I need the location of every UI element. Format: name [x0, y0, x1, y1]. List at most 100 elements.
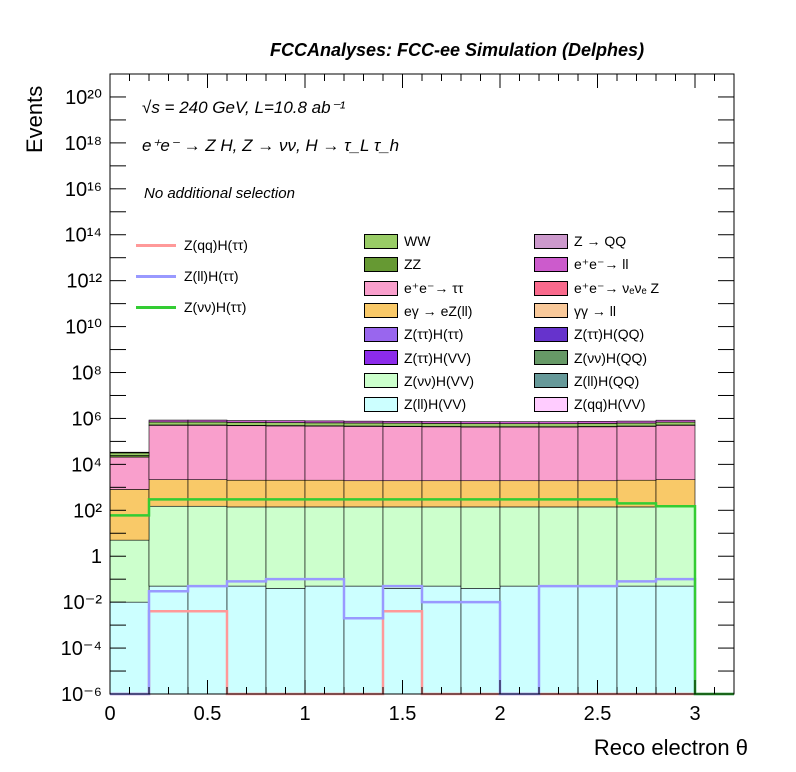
x-tick-label: 3 — [689, 703, 700, 725]
bar-Zll_HVV-13 — [616, 585, 657, 695]
y-tick-label: 10¹⁴ — [65, 225, 103, 247]
legend-label: e⁺e⁻→ ll — [574, 256, 629, 273]
bar-egamma_eZll-6 — [343, 480, 384, 508]
legend-swatch — [534, 280, 568, 296]
bar-Zll_HVV-1 — [148, 585, 189, 695]
legend-swatch — [364, 350, 398, 365]
bar-WW-10 — [499, 423, 540, 428]
legend-swatch — [534, 257, 568, 273]
bar-egamma_eZll-12 — [577, 480, 618, 508]
legend-label: Z → QQ — [574, 233, 627, 249]
legend-swatch — [364, 396, 398, 412]
bar-Znunu_HVV-13 — [616, 506, 657, 587]
legend-label: WW — [404, 233, 431, 249]
y-axis-label: Events — [22, 85, 47, 153]
bar-ee_ll-12 — [577, 421, 618, 424]
legend-label: Z(ττ)H(QQ) — [574, 326, 645, 343]
bar-ee_tautau-4 — [265, 425, 306, 481]
bar-WW-13 — [616, 422, 657, 427]
legend-swatch — [534, 303, 568, 319]
legend-entry-ZZ: ZZ — [364, 256, 421, 272]
bar-Znunu_HVV-10 — [499, 506, 540, 587]
legend-entry-gammagamma_ll: γγ → ll — [534, 303, 616, 319]
y-tick-label: 10¹² — [66, 271, 102, 293]
bar-WW-8 — [421, 423, 462, 427]
bar-ee_ll-9 — [460, 421, 501, 424]
legend-swatch — [364, 256, 398, 272]
bar-Znunu_HVV-7 — [382, 506, 423, 589]
bar-egamma_eZll-14 — [655, 479, 696, 507]
legend-swatch — [136, 243, 176, 247]
bar-ee_ll-4 — [265, 420, 306, 423]
legend-swatch — [364, 303, 398, 319]
legend-label: e⁺e⁻→ νₑνₑ Z — [574, 279, 660, 296]
bar-ee_tautau-5 — [304, 425, 345, 481]
histogram-bars — [109, 419, 696, 695]
bar-WW-1 — [148, 421, 189, 426]
bar-ee_tautau-12 — [577, 426, 618, 482]
legend-label: Z(νν)H(VV) — [404, 372, 474, 389]
bar-Zll_HVV-6 — [343, 585, 384, 695]
legend-label: eγ → eZ(ll) — [404, 302, 473, 319]
bar-ee_ll-7 — [382, 420, 423, 424]
bar-WW-0 — [109, 452, 150, 456]
x-tick-label: 0.5 — [194, 703, 222, 725]
bar-Znunu_HVV-5 — [304, 506, 345, 587]
y-tick-label: 10² — [73, 500, 102, 522]
bar-Zll_HVV-9 — [460, 588, 501, 695]
bar-Znunu_HVV-12 — [577, 506, 618, 587]
y-tick-label: 10⁴ — [71, 454, 102, 476]
bar-WW-14 — [655, 421, 696, 426]
bar-egamma_eZll-10 — [499, 480, 540, 508]
y-tick-label: 10¹⁸ — [65, 133, 102, 155]
bar-Zll_HVV-10 — [499, 585, 540, 695]
bar-ee_ll-11 — [538, 421, 579, 424]
bar-WW-12 — [577, 423, 618, 427]
legend-entry-ee_ll: e⁺e⁻→ ll — [534, 256, 628, 273]
legend-swatch — [136, 274, 176, 278]
legend-entry-Zqq_HVV: Z(qq)H(VV) — [534, 396, 646, 412]
legend-label: Z(ll)H(QQ) — [574, 372, 640, 389]
bar-ee_tautau-1 — [148, 425, 189, 480]
legend-label: e⁺e⁻→ ττ — [404, 279, 464, 296]
y-tick-label: 10⁸ — [71, 363, 102, 385]
legend-swatch — [534, 233, 568, 249]
bar-ee_ll-14 — [655, 419, 696, 423]
legend-entry-Znunu_HQQ: Z(νν)H(QQ) — [534, 350, 647, 366]
legend-entry-ee_nunuZ: e⁺e⁻→ νₑνₑ Z — [534, 280, 659, 297]
bar-Znunu_HVV-2 — [187, 505, 228, 587]
legend-entry-sig_ll: Z(ll)H(ττ) — [136, 268, 239, 284]
legend-swatch — [534, 396, 568, 412]
legend-label: Z(qq)H(ττ) — [184, 237, 248, 253]
bar-ee_ll-2 — [187, 419, 228, 423]
legend-entry-sig_nunu: Z(νν)H(ττ) — [136, 299, 246, 315]
bar-ee_tautau-7 — [382, 426, 423, 482]
legend-swatch — [364, 280, 398, 296]
bar-WW-4 — [265, 422, 306, 426]
legend-label: Z(νν)H(QQ) — [574, 349, 648, 366]
bar-ee_tautau-10 — [499, 426, 540, 482]
y-tick-label: 10⁶ — [72, 408, 102, 430]
signal-line-sig_ll — [110, 577, 734, 696]
legend-label: ZZ — [404, 256, 422, 273]
x-tick-label: 1.5 — [389, 703, 417, 725]
legend-swatch — [364, 233, 398, 249]
bar-egamma_eZll-7 — [382, 480, 423, 508]
bar-Znunu_HVV-8 — [421, 506, 462, 587]
x-tick-label: 0 — [104, 703, 115, 725]
bar-Znunu_HVV-14 — [655, 505, 696, 587]
legend-label: Z(ll)H(VV) — [404, 396, 467, 413]
bar-Zll_HVV-5 — [304, 585, 345, 695]
legend-label: Z(qq)H(VV) — [574, 396, 646, 413]
legend-entry-Ztautau_Htautau: Z(ττ)H(ττ) — [364, 326, 463, 342]
bar-ee_ll-8 — [421, 421, 462, 424]
legend-entry-Znunu_HVV: Z(νν)H(VV) — [364, 373, 474, 389]
bar-ee_tautau-13 — [616, 426, 657, 481]
legend-entry-ee_tautau: e⁺e⁻→ ττ — [364, 280, 463, 297]
bar-egamma_eZll-11 — [538, 480, 579, 508]
bar-WW-9 — [460, 423, 501, 428]
bar-WW-5 — [304, 422, 345, 427]
legend-entry-sig_qq: Z(qq)H(ττ) — [136, 237, 248, 253]
bar-ee_tautau-6 — [343, 426, 384, 482]
